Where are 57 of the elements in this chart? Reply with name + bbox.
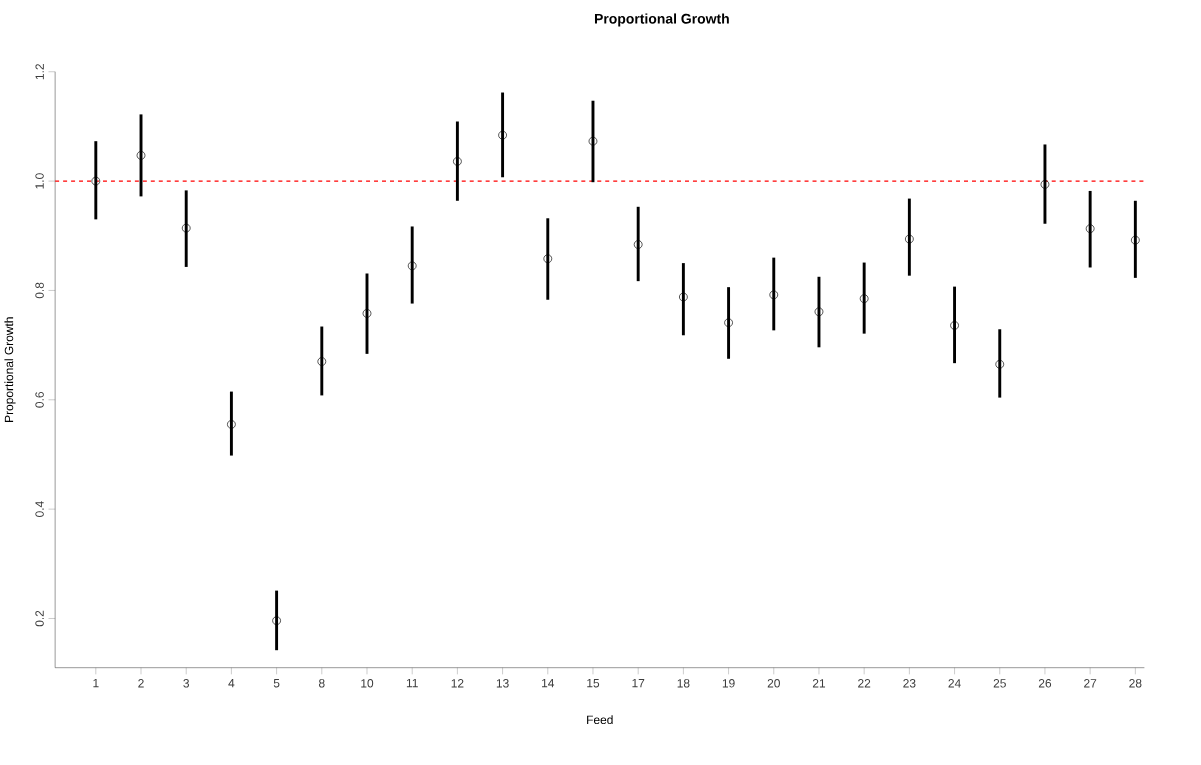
x-tick-label: 21 <box>812 678 826 688</box>
point <box>588 136 598 146</box>
point <box>905 234 914 244</box>
point <box>498 130 507 140</box>
chart-title: Proportional Growth <box>594 13 729 27</box>
point <box>227 419 236 429</box>
point <box>633 240 643 249</box>
point <box>995 359 1005 369</box>
x-tick-label: 20 <box>767 678 780 688</box>
x-tick-label: 25 <box>993 678 1006 688</box>
x-tick-label: 8 <box>319 678 325 688</box>
x-tick-label: 10 <box>361 678 374 688</box>
x-axis-title: Feed <box>587 715 613 724</box>
x-tick-label: 17 <box>632 678 645 688</box>
x-tick-label: 4 <box>228 678 235 688</box>
x-tick-label: 23 <box>903 678 916 688</box>
point <box>1040 179 1050 189</box>
y-tick-label: 0.2 <box>35 610 44 627</box>
point <box>724 318 733 327</box>
x-tick-label: 5 <box>273 678 280 688</box>
point <box>136 150 146 160</box>
point <box>543 254 553 263</box>
y-tick-label: 0.6 <box>35 391 44 408</box>
x-tick-label: 22 <box>858 678 871 688</box>
point <box>1085 224 1095 233</box>
point <box>950 320 959 330</box>
x-tick-label: 1 <box>93 678 99 688</box>
y-tick-label: 0.8 <box>35 282 44 299</box>
point <box>453 156 462 166</box>
point <box>317 357 327 366</box>
point <box>407 261 417 270</box>
y-axis-title: Proportional Growth <box>4 317 16 422</box>
x-tick-label: 27 <box>1084 678 1097 688</box>
x-tick-label: 12 <box>451 678 464 688</box>
x-tick-label: 18 <box>677 678 690 688</box>
x-tick-label: 3 <box>183 678 190 688</box>
x-tick-label: 2 <box>138 678 144 688</box>
point <box>769 290 779 299</box>
y-tick-label: 1.2 <box>35 63 44 79</box>
point <box>272 616 281 625</box>
x-tick-label: 15 <box>587 678 600 688</box>
x-tick-label: 28 <box>1129 678 1142 688</box>
x-tick-label: 13 <box>496 678 509 688</box>
point <box>859 294 869 303</box>
point <box>91 176 101 186</box>
x-tick-label: 19 <box>722 678 735 688</box>
y-tick-label: 1.0 <box>35 173 44 189</box>
point <box>1131 235 1140 245</box>
y-tick-label: 0.4 <box>35 501 44 517</box>
point <box>181 223 191 233</box>
point <box>362 308 372 318</box>
x-tick-label: 24 <box>948 678 961 688</box>
x-tick-label: 26 <box>1038 678 1052 688</box>
point <box>679 292 688 302</box>
x-tick-label: 14 <box>542 678 555 688</box>
point <box>814 307 824 316</box>
x-tick-label: 11 <box>406 678 418 688</box>
